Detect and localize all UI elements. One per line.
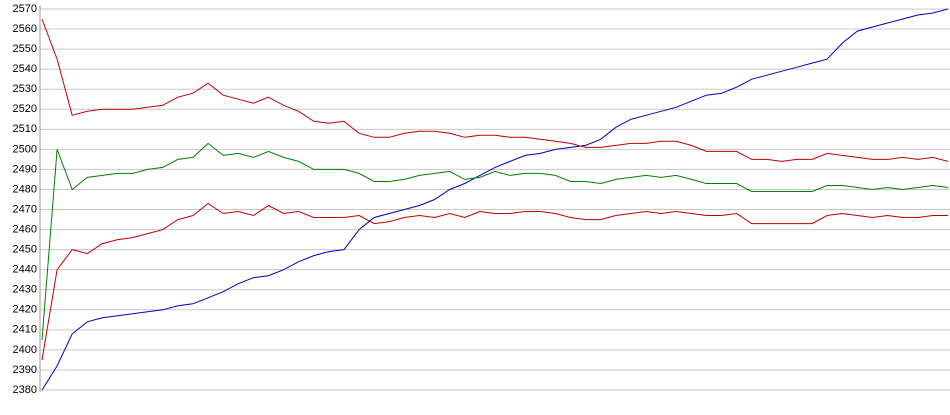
- y-tick-label: 2460: [13, 223, 37, 235]
- series-line: [41, 8, 949, 391]
- y-tick-label: 2390: [13, 364, 37, 376]
- y-tick-label: 2440: [13, 264, 37, 276]
- y-tick-label: 2570: [13, 3, 37, 15]
- series-line: [41, 202, 948, 360]
- y-tick-label: 2470: [13, 203, 37, 215]
- y-tick-label: 2410: [13, 324, 37, 336]
- series-line: [41, 142, 949, 340]
- y-tick-label: 2430: [13, 284, 37, 296]
- y-tick-label: 2530: [13, 83, 37, 95]
- y-tick-label: 2420: [13, 304, 37, 316]
- y-tick-label: 2560: [13, 23, 37, 35]
- series-line: [41, 18, 949, 162]
- y-tick-label: 2480: [13, 183, 37, 195]
- y-tick-label: 2500: [13, 143, 37, 155]
- y-tick-label: 2450: [13, 244, 37, 256]
- y-tick-label: 2520: [13, 103, 37, 115]
- y-tick-label: 2380: [13, 384, 37, 396]
- y-tick-label: 2550: [13, 43, 37, 55]
- y-tick-label: 2540: [13, 63, 37, 75]
- y-tick-label: 2490: [13, 163, 37, 175]
- y-tick-label: 2400: [13, 344, 37, 356]
- y-tick-label: 2510: [13, 123, 37, 135]
